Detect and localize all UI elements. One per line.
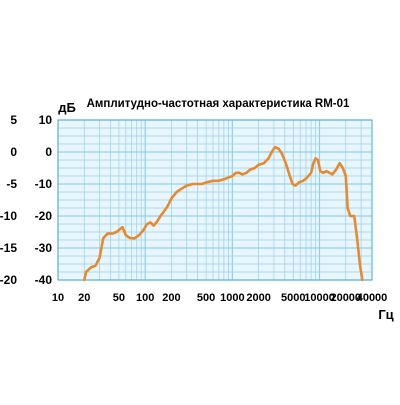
series-line (82, 145, 364, 282)
y-tick-label-inner: -30 (35, 241, 53, 255)
x-tick-label: 50 (113, 292, 125, 304)
y-tick-label-outer: 0 (10, 145, 17, 159)
y-tick-label-inner: -40 (35, 273, 53, 287)
x-tick-label: 200 (162, 292, 180, 304)
x-axis-unit-label: Гц (378, 307, 393, 322)
x-tick-label: 40000 (357, 292, 388, 304)
x-tick-label: 20000 (330, 292, 361, 304)
y-axis-unit-label: дБ (58, 100, 76, 115)
x-tick-label: 100 (136, 292, 154, 304)
y-tick-label-inner: -20 (35, 209, 53, 223)
x-tick-label: 10 (52, 292, 64, 304)
x-tick-label: 5000 (281, 292, 305, 304)
series-layer (82, 145, 364, 282)
y-axis-left-ticks: 5 0 -5 -10 -15 -20 (0, 113, 17, 287)
y-tick-label-outer: 5 (10, 113, 17, 127)
plot-frame (57, 119, 373, 281)
chart-title: Амплитудно-частотная характеристика RM-0… (87, 98, 350, 110)
x-tick-label: 20 (78, 292, 90, 304)
grid-minor (58, 120, 373, 280)
y-tick-label-outer: -20 (0, 273, 17, 287)
y-axis-right-ticks: 10 0 -10 -20 -30 -40 (35, 113, 53, 287)
y-tick-label-outer: -10 (0, 209, 17, 223)
x-tick-label: 1000 (220, 292, 244, 304)
x-axis-ticks: 10 20 50 100 200 500 1000 2000 50001000020000400… (52, 292, 387, 304)
y-tick-label-inner: -10 (35, 177, 53, 191)
y-tick-label-outer: -5 (6, 177, 17, 191)
y-tick-label-outer: -15 (0, 241, 17, 255)
y-tick-label-inner: 10 (39, 113, 53, 127)
x-tick-label: 500 (197, 292, 215, 304)
x-tick-label: 10000 (304, 292, 335, 304)
y-tick-label-inner: 0 (45, 145, 52, 159)
x-tick-label: 2000 (246, 292, 270, 304)
